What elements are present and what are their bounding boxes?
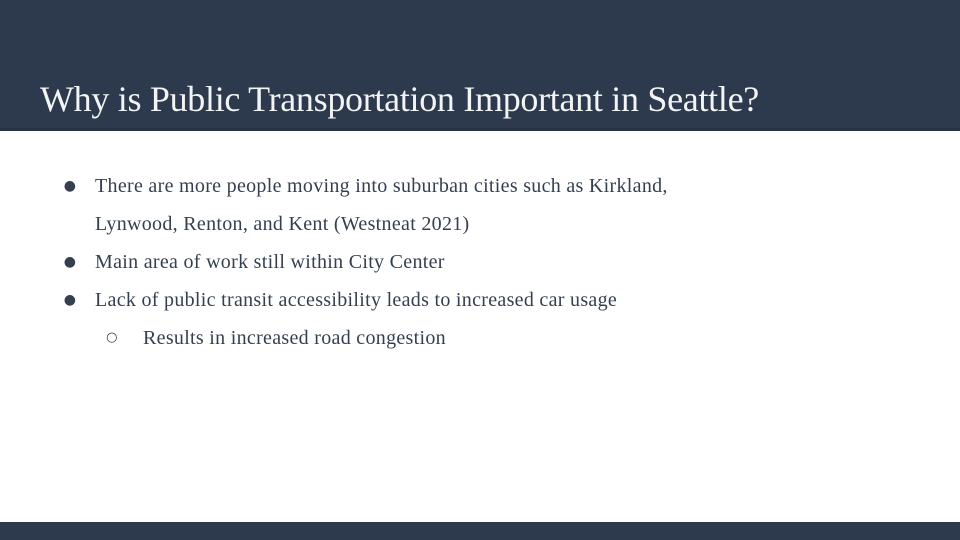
disc-bullet-icon: ● [63,254,77,270]
list-item: ● Main area of work still within City Ce… [0,243,870,281]
bullet-text: Results in increased road congestion [143,327,446,349]
disc-bullet-icon: ● [63,178,77,194]
header-band [0,0,960,131]
slide-title: Why is Public Transportation Important i… [40,79,759,120]
bullet-text: Lack of public transit accessibility lea… [95,289,618,311]
list-item: ○ Results in increased road congestion [0,319,870,357]
bullet-text: There are more people moving into suburb… [95,175,668,235]
bullet-text: Main area of work still within City Cent… [95,251,445,273]
disc-bullet-icon: ● [63,292,77,308]
bullet-list: ● There are more people moving into subu… [0,167,870,357]
list-item: ● There are more people moving into subu… [0,167,870,243]
footer-band [0,522,960,540]
list-item: ● Lack of public transit accessibility l… [0,281,870,319]
circle-bullet-icon: ○ [106,330,118,345]
